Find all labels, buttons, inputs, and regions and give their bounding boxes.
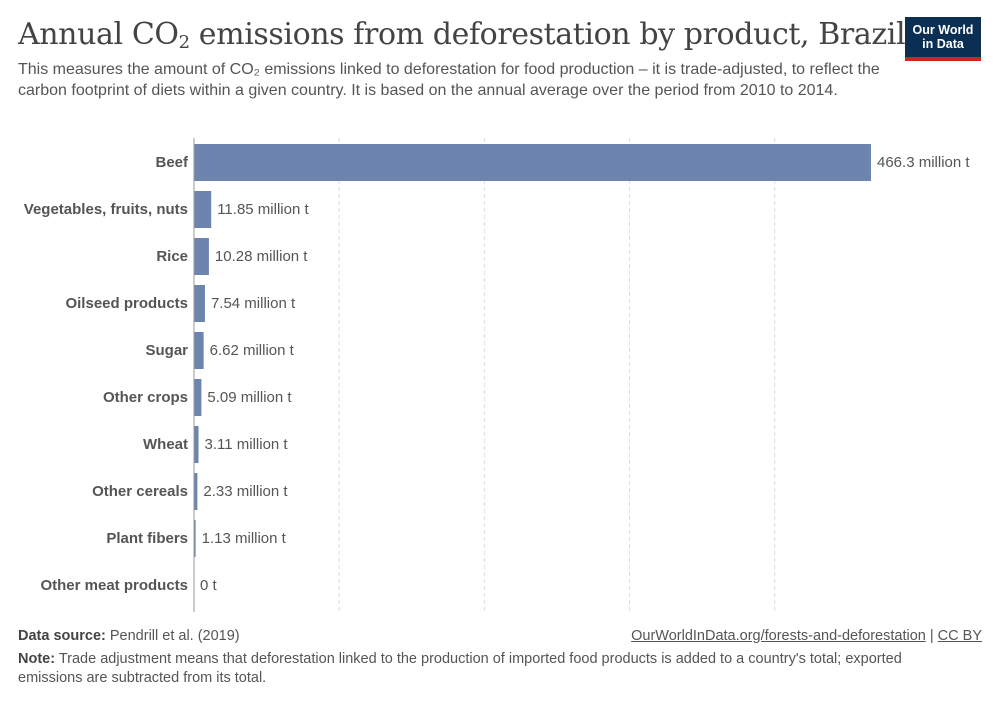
title-suffix: emissions from deforestation by product,… — [189, 17, 906, 52]
value-label: 11.85 million t — [217, 201, 309, 218]
value-label: 466.3 million t — [877, 154, 970, 171]
category-label: Wheat — [143, 436, 188, 453]
bar — [194, 379, 202, 416]
category-label: Other crops — [103, 389, 188, 406]
chart-subtitle: This measures the amount of CO₂ emission… — [18, 61, 880, 99]
title-subscript: 2 — [178, 32, 190, 53]
value-label: 10.28 million t — [215, 248, 308, 265]
note-label: Note: — [18, 651, 56, 667]
footnote: Note: Trade adjustment means that defore… — [18, 650, 958, 688]
category-label: Sugar — [145, 342, 188, 359]
value-label: 7.54 million t — [211, 295, 296, 312]
source-url-link[interactable]: OurWorldInData.org/forests-and-deforesta… — [631, 628, 926, 644]
logo-line-1: Our World — [912, 23, 974, 37]
license-link[interactable]: CC BY — [937, 628, 982, 644]
category-label: Other cereals — [92, 483, 188, 500]
source-label: Data source: — [18, 628, 106, 644]
bar — [194, 238, 209, 275]
attribution: OurWorldInData.org/forests-and-deforesta… — [631, 628, 982, 644]
bar-chart: Beef 466.3 million t Vegetables, fruits, n… — [24, 138, 970, 612]
bar — [194, 473, 198, 510]
bar — [194, 332, 204, 369]
value-label: 0 t — [200, 577, 218, 594]
separator: | — [925, 628, 938, 644]
category-label: Other meat products — [40, 577, 188, 594]
category-label: Rice — [156, 248, 188, 265]
value-label: 6.62 million t — [210, 342, 295, 359]
value-label: 3.11 million t — [205, 436, 289, 453]
value-label: 5.09 million t — [207, 389, 292, 406]
value-label: 2.33 million t — [203, 483, 288, 500]
category-label: Plant fibers — [106, 530, 188, 547]
source-text: Pendrill et al. (2019) — [105, 628, 240, 644]
category-label: Beef — [155, 154, 189, 171]
bar — [194, 285, 205, 322]
source-row: Data source: Pendrill et al. (2019) OurW… — [18, 628, 982, 648]
category-label: Oilseed products — [65, 295, 188, 312]
bar — [194, 426, 199, 463]
note-text: Trade adjustment means that deforestatio… — [18, 651, 902, 686]
bar — [194, 191, 212, 228]
chart-title: Annual CO2 emissions from deforestation … — [18, 14, 906, 64]
bar — [194, 144, 871, 181]
data-source: Data source: Pendrill et al. (2019) — [18, 628, 240, 644]
category-label: Vegetables, fruits, nuts — [24, 201, 188, 218]
owid-logo[interactable]: Our World in Data — [905, 17, 981, 61]
value-label: 1.13 million t — [202, 530, 287, 547]
logo-line-2: in Data — [922, 37, 964, 51]
title-prefix: Annual CO — [18, 17, 179, 52]
bar — [194, 520, 196, 557]
